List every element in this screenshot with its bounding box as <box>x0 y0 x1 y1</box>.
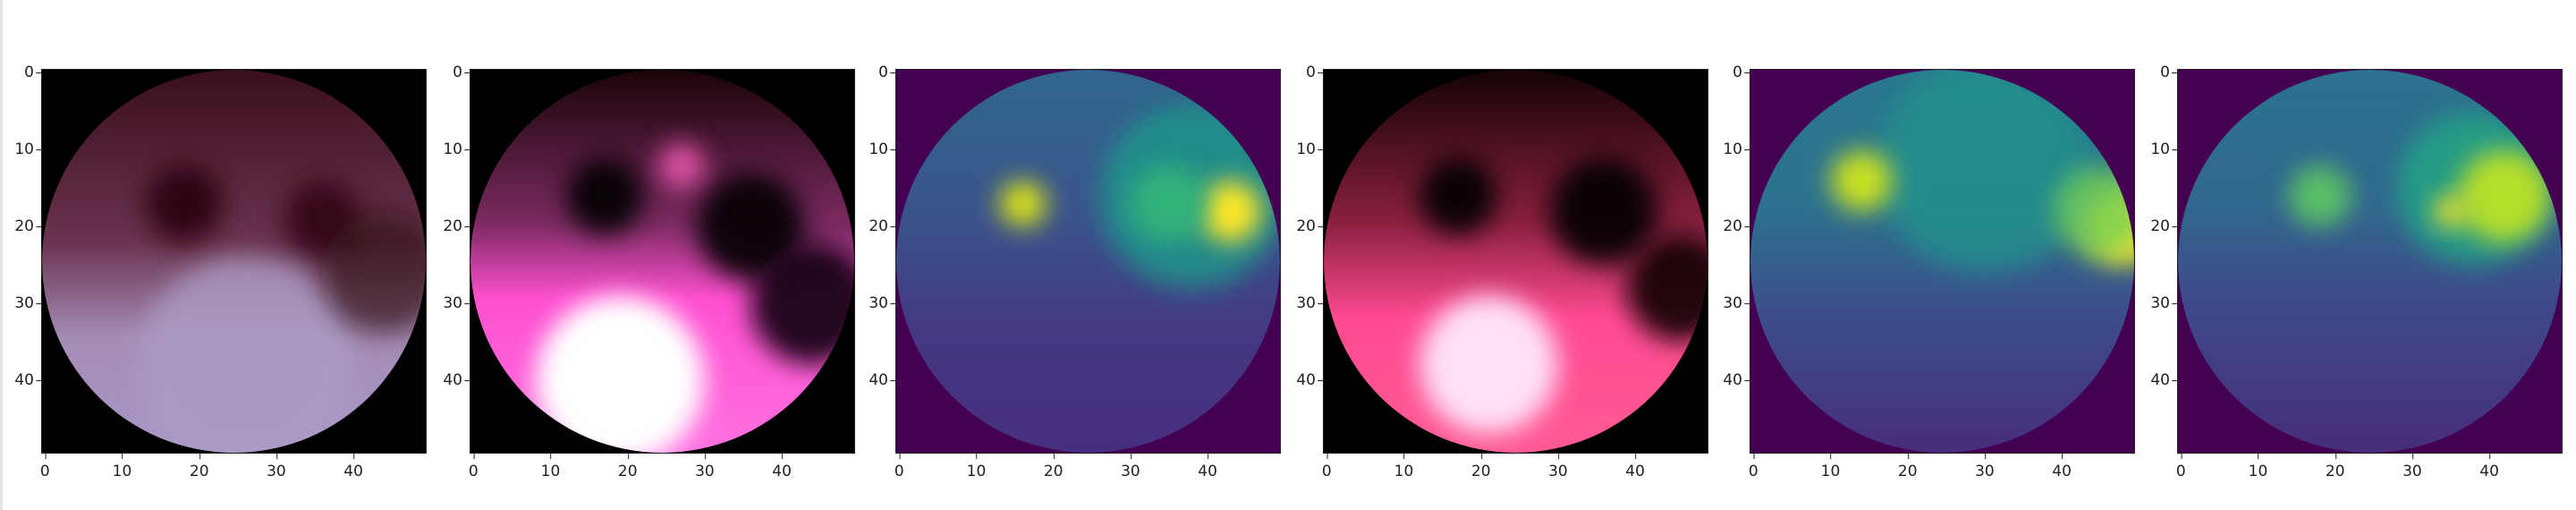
y-tick-label: 0 <box>878 64 895 82</box>
x-tick-label: 40 <box>1198 454 1217 480</box>
x-tick-label: 30 <box>267 454 286 480</box>
x-tick-label: 40 <box>2479 454 2499 480</box>
x-tick-label: 20 <box>617 454 638 480</box>
x-tick-label: 0 <box>894 454 904 480</box>
y-tick-label: 10 <box>869 140 895 159</box>
y-tick-label: 30 <box>2150 294 2177 313</box>
x-tick-label: 0 <box>2175 454 2186 480</box>
x-tick-label: 10 <box>966 454 987 480</box>
y-tick-label: 20 <box>1296 217 1323 236</box>
x-tick-label: 10 <box>540 454 561 480</box>
x-tick-label: 40 <box>2052 454 2072 480</box>
y-tick-label: 30 <box>1296 294 1323 313</box>
y-tick-label: 10 <box>1296 140 1323 159</box>
y-tick-label: 30 <box>869 294 895 313</box>
x-tick-label: 20 <box>1043 454 1063 480</box>
left-border <box>0 0 3 510</box>
x-tick-label: 10 <box>112 454 132 480</box>
image-plot <box>1323 69 1708 454</box>
intensity-blob <box>138 257 353 453</box>
intensity-blob <box>535 295 705 453</box>
x-tick-label: 30 <box>2402 454 2422 480</box>
y-tick-label: 10 <box>14 140 41 159</box>
intensity-blob <box>658 142 705 189</box>
image-plot <box>41 69 427 454</box>
y-tick-label: 30 <box>14 294 41 313</box>
intensity-blob <box>1130 166 1208 242</box>
y-tick-label: 0 <box>2160 64 2177 82</box>
image-panel-5: 0 10 20 30 40 0 10 20 30 40 <box>1723 64 2135 480</box>
y-tick-label: 40 <box>1723 371 1750 390</box>
intensity-blob <box>1550 157 1658 266</box>
y-tick-label: 0 <box>453 64 470 82</box>
y-tick-label: 20 <box>869 217 895 236</box>
image-plot <box>895 69 1281 454</box>
x-tick-label: 20 <box>1897 454 1918 480</box>
y-tick-label: 40 <box>1296 371 1323 390</box>
image-plot <box>2177 69 2563 454</box>
intensity-blob <box>1199 181 1261 242</box>
x-tick-label: 20 <box>2325 454 2345 480</box>
image-panel-1: 0 10 20 30 40 0 10 20 30 40 <box>14 64 427 480</box>
intensity-blob <box>1419 295 1558 434</box>
y-tick-label: 0 <box>1306 64 1323 82</box>
image-panel-6: 0 10 20 30 40 0 10 20 30 40 <box>2150 64 2563 480</box>
y-tick-label: 20 <box>443 217 470 236</box>
y-tick-label: 10 <box>1723 140 1750 159</box>
image-panel-2: 0 10 20 30 40 0 10 20 30 40 <box>443 64 855 480</box>
x-tick-label: 40 <box>343 454 363 480</box>
intensity-blob <box>1419 157 1497 235</box>
intensity-blob <box>1626 234 1707 342</box>
x-tick-label: 0 <box>39 454 50 480</box>
image-plot <box>470 69 855 454</box>
x-tick-label: 30 <box>1121 454 1140 480</box>
x-tick-label: 30 <box>695 454 715 480</box>
image-panel-3: 0 10 20 30 40 0 10 20 30 40 <box>869 64 1281 480</box>
x-tick-label: 40 <box>772 454 792 480</box>
x-tick-label: 10 <box>1394 454 1414 480</box>
y-tick-label: 10 <box>2150 140 2177 159</box>
x-tick-label: 0 <box>468 454 479 480</box>
intensity-blob <box>999 181 1046 227</box>
y-tick-label: 0 <box>24 64 41 82</box>
x-tick-label: 20 <box>189 454 209 480</box>
intensity-blob <box>1877 70 2092 273</box>
x-tick-label: 10 <box>2248 454 2268 480</box>
x-tick-label: 0 <box>1748 454 1758 480</box>
x-tick-label: 40 <box>1625 454 1645 480</box>
y-tick-label: 20 <box>14 217 41 236</box>
intensity-blob <box>2435 196 2466 227</box>
y-tick-label: 0 <box>1733 64 1750 82</box>
y-tick-label: 20 <box>2150 217 2177 236</box>
intensity-blob <box>566 157 644 235</box>
y-tick-label: 40 <box>2150 371 2177 390</box>
intensity-blob <box>322 211 426 335</box>
intensity-blob <box>1831 149 1893 212</box>
image-panel-4: 0 10 20 30 40 0 10 20 30 40 <box>1296 64 1708 480</box>
x-tick-label: 30 <box>1548 454 1568 480</box>
intensity-blob <box>2289 166 2351 227</box>
y-tick-label: 30 <box>443 294 470 313</box>
image-plot <box>1750 69 2135 454</box>
x-tick-label: 20 <box>1470 454 1491 480</box>
y-tick-label: 10 <box>443 140 470 159</box>
y-tick-label: 40 <box>869 371 895 390</box>
x-tick-label: 30 <box>1975 454 1995 480</box>
intensity-blob <box>145 166 223 242</box>
y-tick-label: 30 <box>1723 294 1750 313</box>
x-tick-label: 0 <box>1321 454 1332 480</box>
y-tick-label: 20 <box>1723 217 1750 236</box>
x-tick-label: 10 <box>1820 454 1841 480</box>
intensity-blob <box>2458 149 2551 242</box>
y-tick-label: 40 <box>443 371 470 390</box>
y-tick-label: 40 <box>14 371 41 390</box>
